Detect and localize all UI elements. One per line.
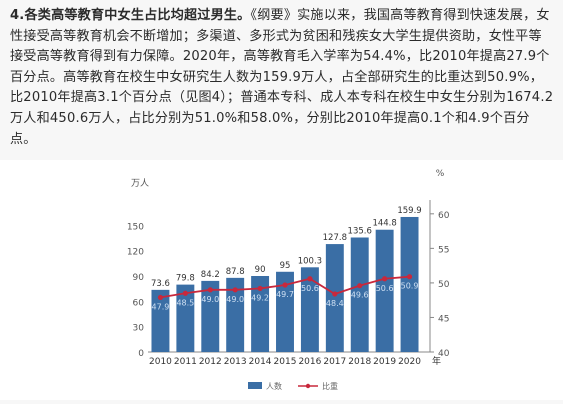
ratio-point <box>332 291 338 297</box>
line-value-label: 49.2 <box>251 293 269 302</box>
line-value-label: 50.6 <box>301 284 319 293</box>
ratio-point <box>157 294 164 301</box>
legend-line-marker <box>305 383 311 389</box>
x-tick-label: 2015 <box>274 357 297 367</box>
line-value-label: 49.6 <box>351 291 369 300</box>
ratio-point <box>257 285 263 292</box>
y-left-tick-label: 60 <box>133 298 145 308</box>
line-value-label: 49.0 <box>201 295 219 304</box>
ratio-point <box>406 274 413 280</box>
x-tick-label: 2020 <box>398 357 421 367</box>
x-tick-label: 2017 <box>323 357 346 367</box>
bar <box>350 237 369 352</box>
bar <box>251 276 270 352</box>
bar <box>375 229 394 352</box>
x-tick-label: 2014 <box>249 357 272 367</box>
y-right-unit: % <box>436 169 445 179</box>
y-left-tick-label: 120 <box>127 248 144 258</box>
bar <box>300 267 319 352</box>
x-tick-label: 2012 <box>199 357 222 367</box>
y-right-tick-label: 60 <box>438 211 450 221</box>
article-paragraph: 4.各类高等教育中女生占比均超过男生。《纲要》实施以来，我国高等教育得到快速发展… <box>10 6 555 150</box>
line-value-label: 49.0 <box>226 295 244 304</box>
line-value-label: 47.9 <box>152 302 170 311</box>
section-heading: 4.各类高等教育中女生占比均超过男生。 <box>10 8 251 23</box>
bar-value-label: 79.8 <box>176 274 195 284</box>
line-value-label: 49.7 <box>276 290 294 299</box>
bar-value-label: 159.9 <box>397 206 421 216</box>
x-tick-label: 2013 <box>224 357 247 367</box>
bar <box>201 280 220 352</box>
ratio-point <box>307 276 313 282</box>
line-value-label: 50.9 <box>401 282 419 291</box>
x-tick-label: 2019 <box>373 357 396 367</box>
bar <box>276 271 294 352</box>
line-value-label: 48.5 <box>176 298 194 307</box>
chart-labels: 73.6 2010 47.9 79.8 2011 48.5 84.2 2012 49.0 87.8… <box>149 206 441 367</box>
ratio-point <box>182 290 188 296</box>
chart-bars <box>151 216 419 352</box>
bar-value-label: 84.2 <box>201 270 220 280</box>
bar-value-label: 87.8 <box>226 267 245 277</box>
ratio-point <box>232 287 238 293</box>
ratio-point <box>382 276 388 282</box>
paragraph-body: 《纲要》实施以来，我国高等教育得到快速发展，女性接受高等教育机会不断增加；多渠道… <box>10 8 554 147</box>
ratio-point <box>357 283 363 289</box>
bar-value-label: 100.3 <box>298 256 322 266</box>
ratio-point <box>282 282 288 288</box>
legend-line-label: 比重 <box>322 381 338 391</box>
chart-line <box>157 274 413 301</box>
y-right-tick-label: 55 <box>438 245 449 255</box>
bar-value-label: 144.8 <box>372 219 396 229</box>
bar <box>325 244 344 352</box>
bar-value-label: 95 <box>280 261 291 271</box>
ratio-point <box>207 287 213 293</box>
y-right-tick-label: 45 <box>438 314 449 324</box>
y-right-tick-label: 40 <box>438 349 450 359</box>
line-value-label: 50.6 <box>376 284 394 293</box>
x-tick-label: 2010 <box>149 357 172 367</box>
y-right-tick-label: 50 <box>438 280 450 290</box>
x-unit: 年 <box>432 355 441 367</box>
chart-legend: 人数 比重 <box>248 381 338 391</box>
female-graduate-chart: 0 30 60 90 120 150 万人 40 45 50 55 60% 73.6 2010 47.9 7… <box>0 160 563 400</box>
x-tick-label: 2018 <box>348 357 371 367</box>
bar <box>151 289 170 352</box>
bar-value-label: 73.6 <box>151 279 170 289</box>
y-left-tick-label: 150 <box>127 222 144 232</box>
bar <box>400 216 419 352</box>
bar-value-label: 127.8 <box>323 233 347 243</box>
bar <box>176 284 195 352</box>
y-left-unit: 万人 <box>131 178 149 189</box>
y-left-tick-label: 0 <box>138 349 144 359</box>
bar <box>226 277 245 352</box>
legend-bar-swatch <box>248 382 262 389</box>
y-left-tick-label: 90 <box>133 273 145 283</box>
y-left-tick-label: 30 <box>133 324 145 334</box>
bar-value-label: 135.6 <box>348 226 372 236</box>
line-value-label: 48.4 <box>326 299 344 308</box>
x-tick-label: 2011 <box>174 357 197 367</box>
bar-value-label: 90 <box>255 265 266 275</box>
legend-bar-label: 人数 <box>266 381 282 391</box>
x-tick-label: 2016 <box>298 357 321 367</box>
